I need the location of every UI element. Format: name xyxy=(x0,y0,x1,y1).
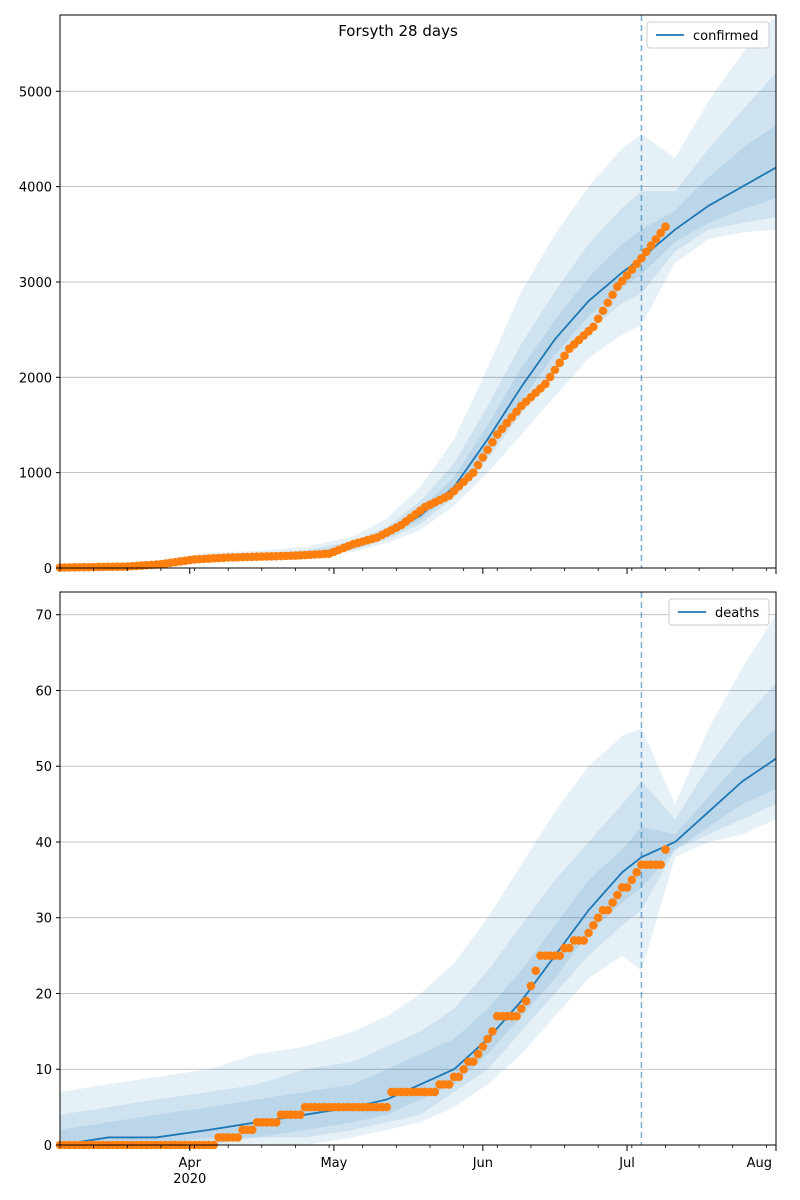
plot-frame xyxy=(59,591,777,1146)
observed-point xyxy=(613,282,622,292)
observed-point xyxy=(488,1027,497,1036)
observed-point xyxy=(613,890,622,900)
observed-point xyxy=(646,241,656,250)
observed-point xyxy=(512,1011,521,1021)
x-tick-label: Jun xyxy=(472,1156,493,1171)
observed-point xyxy=(656,228,665,238)
y-tick-label: 20 xyxy=(35,987,52,1002)
legend-label: deaths xyxy=(715,606,760,621)
legend-label: confirmed xyxy=(693,29,759,44)
uncertainty-band-0 xyxy=(60,15,776,568)
observed-point xyxy=(641,247,651,257)
observed-point xyxy=(565,943,574,953)
observed-point xyxy=(593,913,603,923)
observed-point xyxy=(492,430,502,439)
model-median-line xyxy=(59,757,777,1146)
observed-point xyxy=(483,1034,492,1044)
y-tick-label: 0 xyxy=(44,1139,52,1154)
observed-point xyxy=(512,407,521,416)
observed-point xyxy=(478,1042,488,1051)
y-tick-label: 3000 xyxy=(19,276,52,291)
observed-point xyxy=(488,437,497,447)
observed-point xyxy=(468,468,478,477)
observed-point xyxy=(632,259,641,269)
observed-point xyxy=(584,928,593,938)
x-tick-label: Jul xyxy=(618,1156,635,1171)
observed-point xyxy=(478,453,488,462)
observed-point xyxy=(627,875,637,885)
observed-point xyxy=(656,860,665,870)
observed-point xyxy=(661,222,670,231)
legend-box xyxy=(646,21,770,49)
y-tick-label: 0 xyxy=(44,562,52,577)
observed-point xyxy=(603,905,613,915)
observed-point xyxy=(603,298,613,308)
observed-point xyxy=(497,424,507,434)
observed-point xyxy=(444,1080,454,1089)
observed-point xyxy=(430,1087,440,1097)
y-tick-label: 40 xyxy=(35,836,52,851)
y-tick-label: 70 xyxy=(35,609,52,624)
y-tick-label: 60 xyxy=(35,684,52,699)
observed-point xyxy=(295,1110,305,1119)
y-tick-label: 50 xyxy=(35,760,52,775)
confirmed-panel: 0 1000 2000 3000 4000 5000 confirmed xyxy=(19,14,777,577)
observed-point xyxy=(589,921,598,930)
observed-point xyxy=(517,1004,526,1013)
observed-point xyxy=(545,372,555,382)
x-tick-sublabel: 2020 xyxy=(173,1172,206,1187)
y-tick-label: 5000 xyxy=(19,85,52,100)
x-tick-label: Aug xyxy=(747,1156,772,1171)
observed-point xyxy=(382,1102,392,1112)
observed-point xyxy=(622,270,632,280)
observed-point xyxy=(550,365,560,375)
x-tick-label: Apr xyxy=(178,1156,201,1171)
y-tick-label: 30 xyxy=(35,912,52,927)
observed-point xyxy=(483,445,492,455)
observed-point xyxy=(661,845,670,854)
observed-point xyxy=(233,1133,243,1142)
observed-point xyxy=(459,1064,468,1074)
observed-point xyxy=(555,358,565,368)
uncertainty-band-2 xyxy=(60,728,776,1145)
figure-title: Forsyth 28 days xyxy=(338,22,458,40)
observed-point xyxy=(560,351,569,361)
observed-point xyxy=(608,290,617,300)
observed-point xyxy=(627,265,637,274)
observed-point xyxy=(608,898,617,907)
y-tick-label: 10 xyxy=(35,1063,52,1078)
uncertainty-band-1 xyxy=(60,682,776,1145)
observed-point xyxy=(521,996,531,1006)
observed-point xyxy=(531,966,541,976)
observed-point xyxy=(541,379,550,389)
observed-point xyxy=(651,234,661,244)
observed-point xyxy=(454,1072,464,1082)
observed-point xyxy=(589,322,598,332)
y-tick-label: 1000 xyxy=(19,467,52,482)
observed-point xyxy=(593,314,603,324)
observed-point xyxy=(271,1117,281,1127)
y-tick-label: 4000 xyxy=(19,181,52,196)
observed-point xyxy=(502,418,512,428)
observed-point xyxy=(473,1049,483,1059)
observed-point xyxy=(617,276,627,286)
observed-point xyxy=(622,883,632,892)
observed-point xyxy=(637,253,646,263)
observed-point xyxy=(507,413,517,422)
observed-point xyxy=(526,981,536,991)
observed-point xyxy=(598,306,608,316)
observed-point xyxy=(473,460,483,470)
observed-point xyxy=(468,1057,478,1066)
observed-point xyxy=(632,867,641,877)
x-tick-label: May xyxy=(320,1156,347,1171)
observed-point xyxy=(579,936,589,945)
legend-box xyxy=(668,598,770,626)
observed-point xyxy=(247,1125,257,1135)
plot-frame xyxy=(59,14,777,569)
y-tick-label: 2000 xyxy=(19,371,52,386)
observed-point xyxy=(555,951,565,960)
